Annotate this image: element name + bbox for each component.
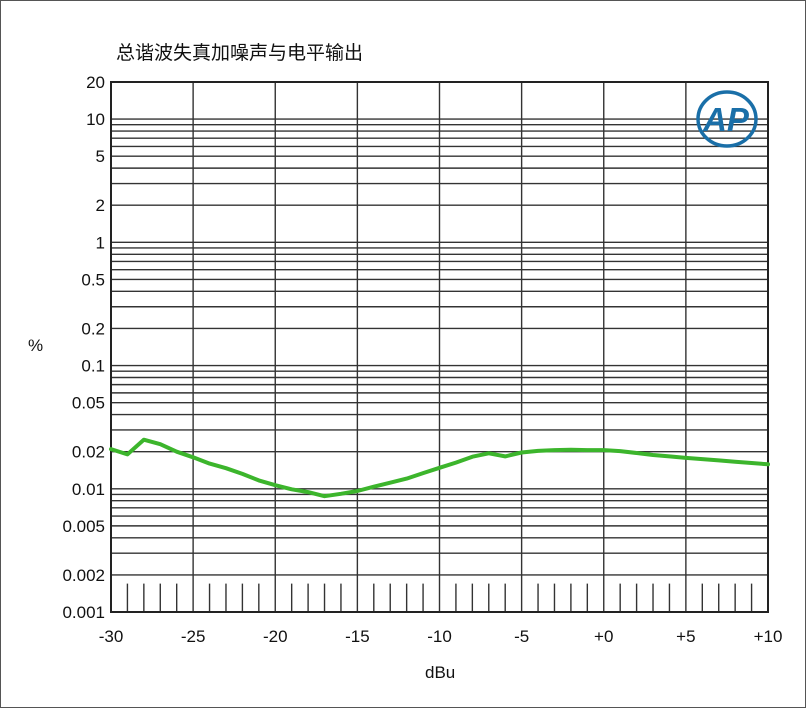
y-tick-label: 0.05 — [72, 394, 105, 413]
x-tick-label: +0 — [594, 627, 613, 646]
y-axis-label: % — [28, 336, 44, 355]
series-line — [109, 437, 770, 499]
ap-logo: AP — [696, 90, 758, 148]
plot-border — [110, 81, 769, 613]
x-tick-label: -20 — [263, 627, 288, 646]
y-tick-label: 0.001 — [62, 603, 105, 622]
logo-ring — [696, 90, 758, 148]
x-tick-label: -25 — [181, 627, 206, 646]
y-tick-label: 20 — [86, 73, 105, 92]
chart-title: 总谐波失真加噪声与电平输出 — [116, 42, 364, 64]
logo-mark: AP — [702, 101, 750, 138]
x-tick-label: +10 — [754, 627, 783, 646]
x-tick-label: -30 — [99, 627, 124, 646]
y-tick-label: 0.2 — [81, 319, 105, 338]
data-series — [109, 437, 770, 499]
x-tick-label: -15 — [345, 627, 370, 646]
y-tick-label: 1 — [96, 233, 105, 252]
y-tick-label: 10 — [86, 110, 105, 129]
y-tick-label: 0.1 — [81, 357, 105, 376]
bottom-minor-ticks — [126, 583, 753, 612]
y-tick-label: 0.02 — [72, 443, 105, 462]
y-tick-label: 0.5 — [81, 270, 105, 289]
y-tick-label: 0.002 — [62, 566, 105, 585]
x-tick-label: -10 — [427, 627, 452, 646]
y-tick-label: 0.01 — [72, 480, 105, 499]
y-tick-label: 0.005 — [62, 517, 105, 536]
y-tick-labels: 20 10 5 2 1 0.5 0.2 0.1 0.05 0.02 0.01 0.005 0.002 0.… — [62, 73, 105, 622]
x-tick-label: +5 — [676, 627, 695, 646]
x-tick-label: -5 — [514, 627, 529, 646]
major-gridlines — [192, 82, 687, 612]
x-tick-labels: -30 -25 -20 -15 -10 -5 +0 +5 +10 — [99, 627, 783, 646]
y-tick-label: 5 — [96, 147, 105, 166]
x-axis-label: dBu — [425, 663, 456, 682]
y-tick-label: 2 — [96, 196, 105, 215]
